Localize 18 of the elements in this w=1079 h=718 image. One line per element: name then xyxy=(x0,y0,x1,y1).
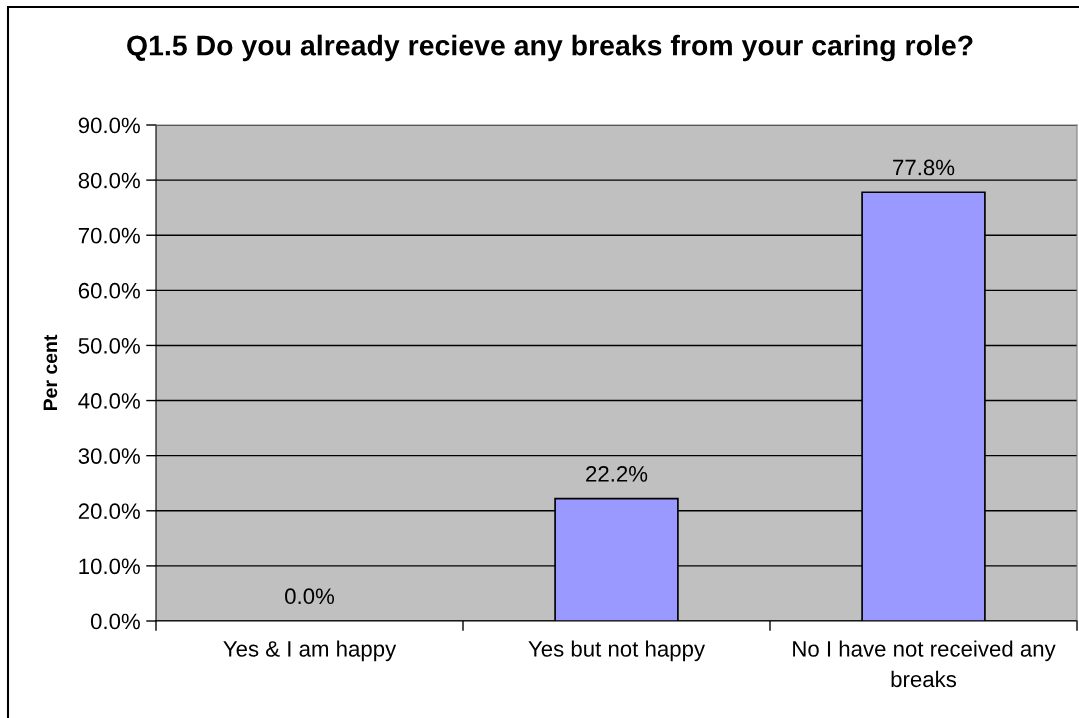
y-tick-label: 80.0% xyxy=(78,172,140,189)
x-tick-label: Yes but not happy xyxy=(528,640,706,662)
y-tick-label: 60.0% xyxy=(78,282,140,299)
x-tick-label: No I have not received any breaks xyxy=(793,640,1056,688)
x-tick-label: Yes & I am happy xyxy=(223,640,397,662)
y-tick-label: 30.0% xyxy=(78,448,140,464)
y-tick-label: 50.0% xyxy=(78,337,140,354)
y-tick-label: 70.0% xyxy=(78,227,140,244)
y-tick-label: 0.0% xyxy=(90,613,140,630)
y-axis-title: Per cent xyxy=(43,334,58,411)
data-label: 0.0% xyxy=(285,588,335,605)
data-label: 22.2% xyxy=(586,466,648,482)
y-tick-label: 10.0% xyxy=(79,558,140,575)
y-tick-label: 40.0% xyxy=(78,393,140,409)
data-label: 77.8% xyxy=(893,159,955,176)
y-tick-label: 20.0% xyxy=(78,503,140,520)
y-tick-label: 90.0% xyxy=(78,117,140,134)
chart-title: Q1.5 Do you already recieve any breaks from your caring role? xyxy=(127,34,973,62)
